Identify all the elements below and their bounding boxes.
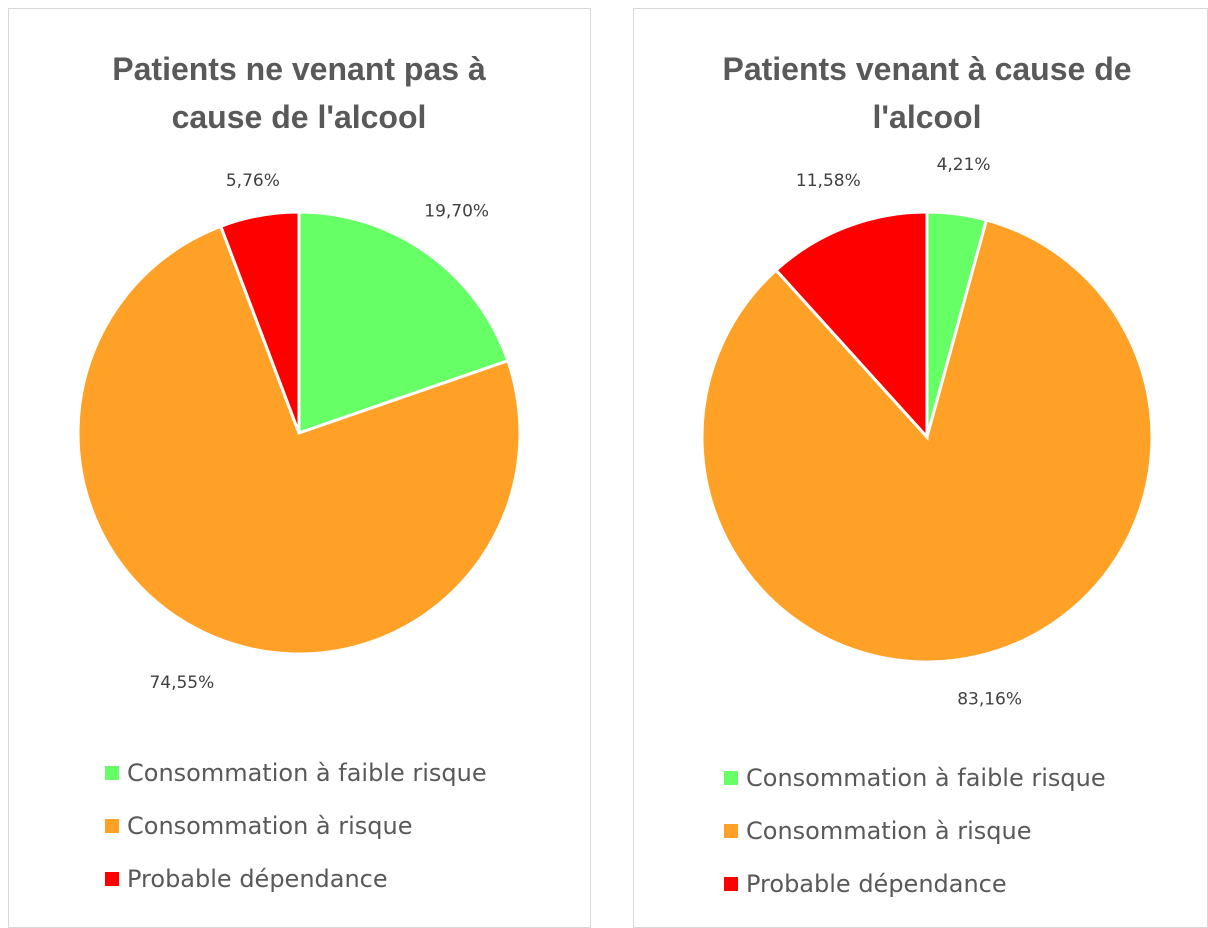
legend-label: Consommation à risque xyxy=(127,811,413,840)
data-label: 19,70% xyxy=(424,202,489,222)
legend-item: Consommation à faible risque xyxy=(724,751,1106,804)
page: Patients ne venant pas à cause de l'alco… xyxy=(8,8,1208,928)
legend-swatch xyxy=(724,823,738,838)
legend-swatch xyxy=(105,871,119,886)
legend: Consommation à faible risque Consommation… xyxy=(724,751,1106,910)
data-label: 74,55% xyxy=(149,673,214,693)
pie-slice xyxy=(700,218,1154,664)
pie-chart: 19,70% 74,55% 5,76% xyxy=(76,171,522,693)
legend-item: Consommation à risque xyxy=(724,804,1106,857)
legend-item: Probable dépendance xyxy=(105,852,487,905)
chart-title: Patients venant à cause de l'alcool xyxy=(722,51,1132,135)
legend-label: Probable dépendance xyxy=(746,869,1007,898)
legend: Consommation à faible risque Consommation… xyxy=(105,746,487,905)
legend-label: Consommation à risque xyxy=(746,816,1032,845)
legend-label: Probable dépendance xyxy=(127,864,388,893)
pie-chart: 4,21% 83,16% 11,58% xyxy=(700,155,1154,710)
pie-slice xyxy=(76,224,522,656)
chart-title: Patients ne venant pas à cause de l'alco… xyxy=(112,51,486,135)
legend-label: Consommation à faible risque xyxy=(127,758,487,787)
data-label: 83,16% xyxy=(957,690,1022,710)
legend-label: Consommation à faible risque xyxy=(746,763,1106,792)
data-label: 5,76% xyxy=(226,171,280,191)
pie-slice xyxy=(218,210,301,434)
legend-item: Consommation à faible risque xyxy=(105,746,487,799)
legend-item: Probable dépendance xyxy=(724,857,1106,910)
legend-swatch xyxy=(724,876,738,891)
chart-panel: Patients ne venant pas à cause de l'alco… xyxy=(8,8,591,928)
data-label: 11,58% xyxy=(796,171,861,191)
pie-slice xyxy=(773,210,929,441)
chart-panel: Patients venant à cause de l'alcool 4,21… xyxy=(633,8,1208,928)
legend-item: Consommation à risque xyxy=(105,799,487,852)
legend-swatch xyxy=(105,765,119,780)
legend-swatch xyxy=(724,770,738,785)
data-label: 4,21% xyxy=(937,155,991,175)
legend-swatch xyxy=(105,818,119,833)
